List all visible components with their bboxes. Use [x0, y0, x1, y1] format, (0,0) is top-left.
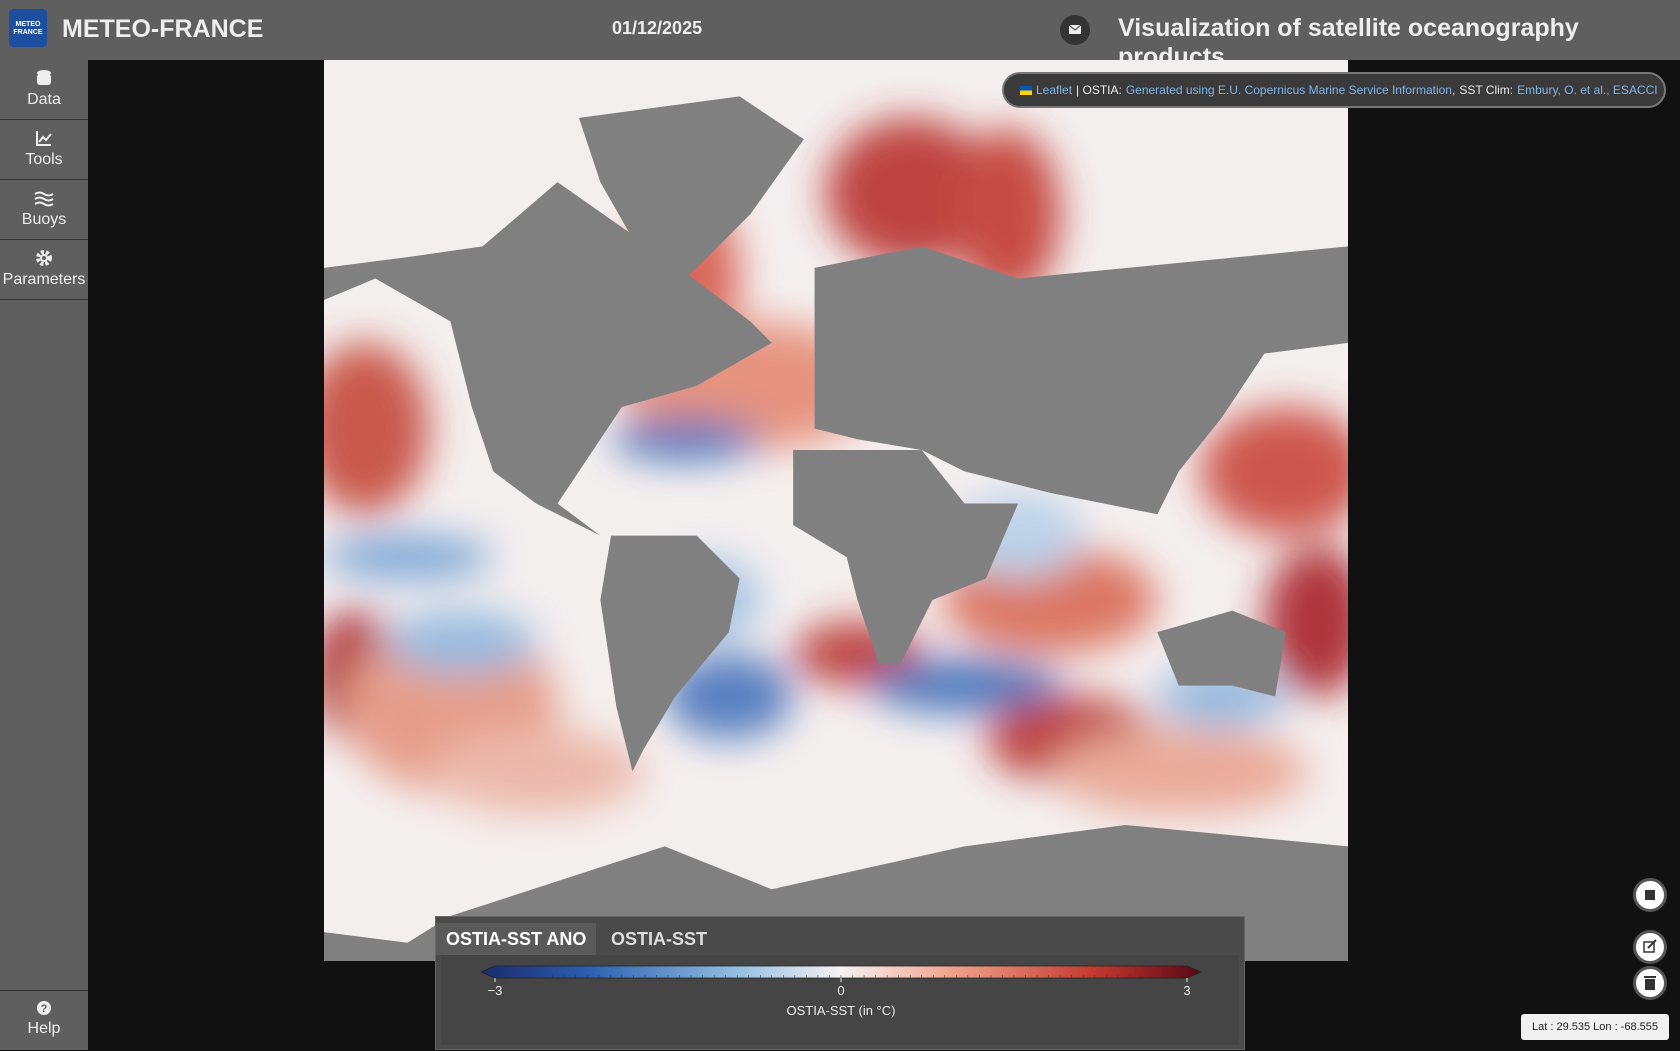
link-text: Generated using E.U. Copernicus Marine S…	[1125, 83, 1452, 97]
nav-label: Tools	[25, 151, 63, 168]
legend-panel: OSTIA-SST ANO OSTIA-SST −3 0 3 OSTIA-SST (i…	[435, 916, 1245, 1050]
nav-label: Buoys	[21, 211, 67, 228]
icon	[37, 70, 51, 85]
stop-button[interactable]	[1633, 878, 1667, 912]
copernicus-link[interactable]: Generated using E.U. Copernicus Marine S…	[1126, 83, 1452, 97]
logo-text: FRANCE	[13, 29, 43, 36]
icon	[36, 131, 52, 146]
header: METEO FRANCE METEO-FRANCE 01/12/2025 Vis…	[0, 0, 1680, 71]
mail-icon	[1068, 24, 1082, 34]
logo[interactable]: METEO FRANCE	[9, 9, 47, 47]
colorbar-tick-label: 0	[837, 983, 844, 998]
logo-text: METEO	[15, 21, 41, 28]
link-text: Leaflet	[1036, 83, 1073, 97]
tab[interactable]: OSTIA-SST	[611, 929, 708, 949]
nav-parameters[interactable]: Parameters	[0, 240, 88, 300]
nav-help[interactable]: ? Help	[0, 990, 88, 1051]
nav-buoys[interactable]: Buoys	[0, 180, 88, 240]
leaflet-link[interactable]: Leaflet	[1036, 83, 1076, 97]
colorbar-label: OSTIA-SST (in °C)	[787, 1003, 896, 1018]
svg-text:?: ?	[41, 1003, 48, 1015]
attribution-text: ,	[1451, 83, 1456, 97]
colorbar: −3 0 3 OSTIA-SST (in °C)	[479, 965, 1203, 1018]
nav-tools[interactable]: Tools	[0, 120, 88, 180]
icon	[1645, 890, 1655, 900]
attribution: Leaflet | OSTIA: Generated using E.U. Co…	[1002, 72, 1666, 108]
flag-icon	[1020, 85, 1032, 95]
nav-label: Data	[27, 91, 61, 108]
attribution-text: | OSTIA:	[1076, 83, 1122, 97]
link-text: Embury, O. et al., ESACCI	[1517, 83, 1658, 97]
icon	[1643, 939, 1657, 953]
edit-button[interactable]	[1633, 930, 1667, 964]
icon	[36, 250, 52, 266]
icon: ?	[37, 1001, 51, 1015]
nav-label: Help	[27, 1020, 61, 1037]
delete-button[interactable]	[1633, 966, 1667, 1000]
colorbar-tick-label: −3	[488, 983, 503, 998]
date: 01/12/2025	[612, 18, 703, 38]
esacci-link[interactable]: Embury, O. et al., ESACCI	[1517, 83, 1661, 97]
icon	[34, 191, 54, 207]
colorbar-tick-label: 3	[1183, 983, 1190, 998]
mail-button[interactable]	[1060, 15, 1090, 45]
icon	[1644, 976, 1656, 990]
brand: METEO-FRANCE	[62, 15, 264, 43]
tab-active[interactable]: OSTIA-SST ANO	[436, 923, 597, 955]
coords-display: Lat : 29.535 Lon : -68.555	[1521, 1014, 1669, 1040]
nav-label: Parameters	[2, 271, 86, 288]
map[interactable]	[324, 60, 1348, 961]
attribution-text: SST Clim:	[1459, 83, 1514, 97]
nav-data[interactable]: Data	[0, 60, 88, 120]
sst-layer	[324, 60, 1348, 961]
sidebar: Data Tools Buoys Parameters ? Help	[0, 60, 88, 1050]
